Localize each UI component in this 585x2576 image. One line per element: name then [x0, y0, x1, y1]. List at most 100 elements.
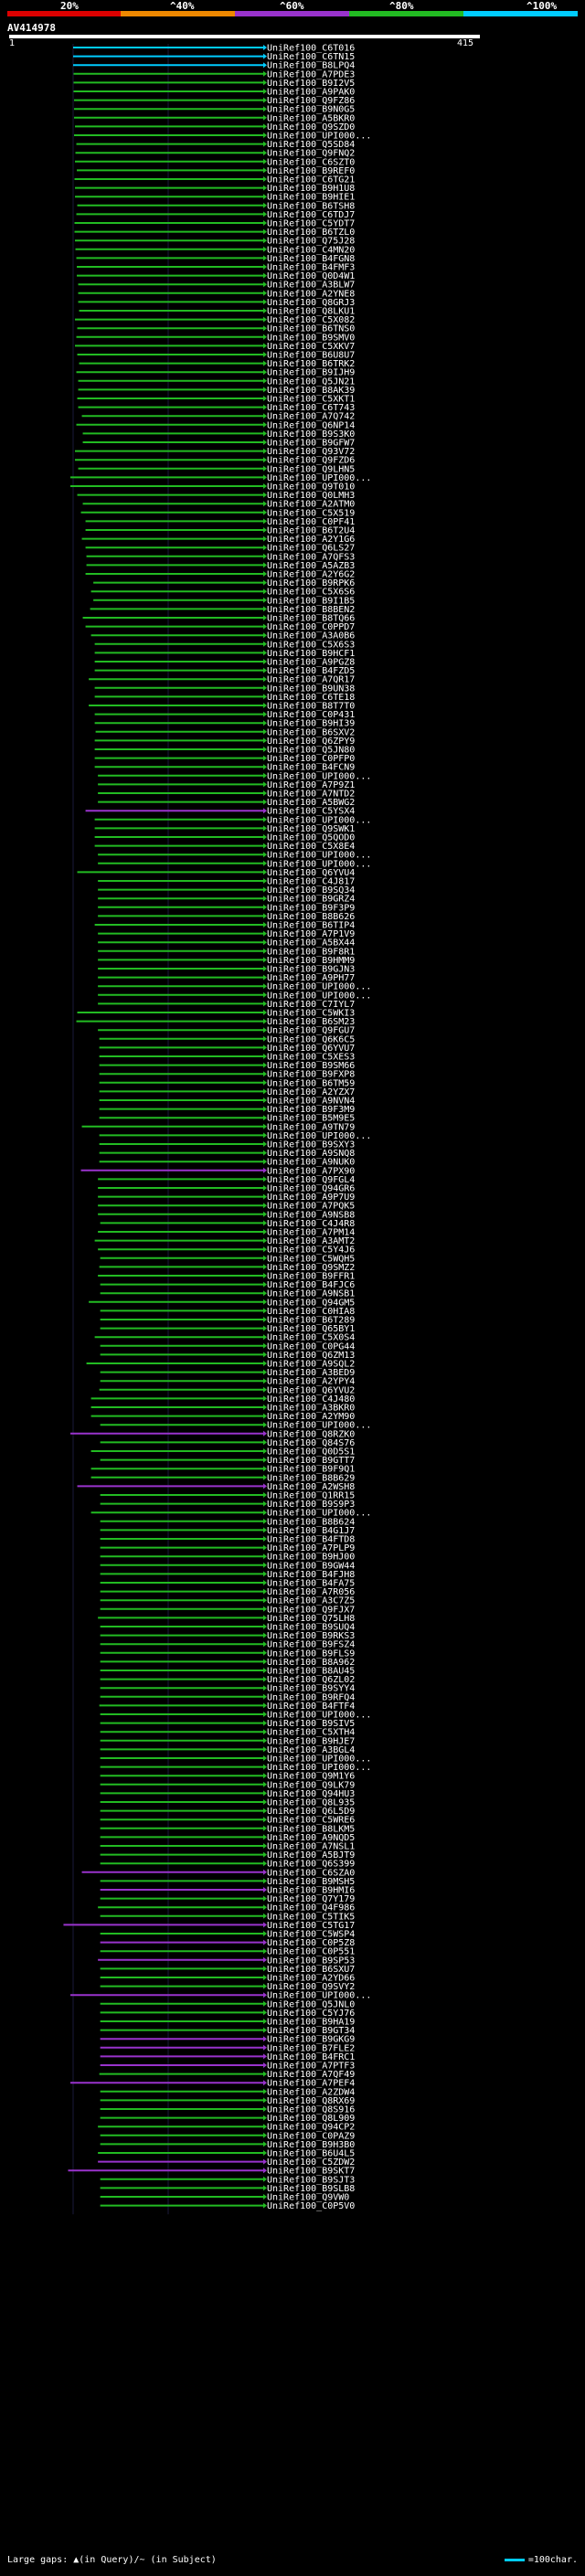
hit-end-arrow [263, 1203, 267, 1209]
hit-label: UniRef100_Q8L909 [267, 2114, 355, 2124]
hit-label: UniRef100_Q9FGU7 [267, 1026, 355, 1036]
hit-label: UniRef100_A9NSB1 [267, 1289, 355, 1299]
hit-label: UniRef100_B9I2V5 [267, 79, 355, 89]
hit-end-arrow [263, 123, 267, 130]
hit-end-arrow [263, 114, 267, 121]
hit-label: UniRef100_A7PQK5 [267, 1202, 355, 1212]
hit-label: UniRef100_B9REF0 [267, 166, 355, 176]
hit-label: UniRef100_B8B624 [267, 1517, 355, 1527]
scale-label-80: ^80% [389, 0, 414, 12]
hit-label: UniRef100_UPI000... [267, 815, 371, 825]
scale-line-icon [504, 2558, 525, 2561]
hit-label: UniRef100_Q93V72 [267, 447, 355, 457]
hit-label: UniRef100_B4FTD8 [267, 1535, 355, 1545]
hit-end-arrow [263, 1492, 267, 1498]
hit-label: UniRef100_UPI000... [267, 991, 371, 1001]
hit-end-arrow [263, 1193, 267, 1200]
hit-label: UniRef100_C5WRE6 [267, 1816, 355, 1826]
hit-end-arrow [263, 553, 267, 559]
hit-label: UniRef100_C5X0S4 [267, 1333, 355, 1343]
hit-label: UniRef100_B8T7T0 [267, 702, 355, 712]
hit-end-arrow [263, 1729, 267, 1735]
hit-label: UniRef100_Q84S76 [267, 1438, 355, 1448]
hit-label: UniRef100_B9I1B5 [267, 596, 355, 606]
hit-label: UniRef100_B9SM66 [267, 1061, 355, 1071]
hit-end-arrow [263, 1054, 267, 1059]
hit-end-arrow [263, 281, 267, 288]
hit-label: UniRef100_B9FXP8 [267, 1070, 355, 1080]
hit-label: UniRef100_A2WSH8 [267, 1482, 355, 1492]
hit-label: UniRef100_A2ATM0 [267, 500, 355, 510]
hit-end-arrow [263, 957, 267, 963]
hit-end-arrow [263, 1483, 267, 1489]
hit-label: UniRef100_A2Y6G2 [267, 570, 355, 580]
hit-label: UniRef100_C5YDT7 [267, 219, 355, 229]
hit-end-arrow [263, 1702, 267, 1709]
hit-end-arrow [263, 2168, 267, 2174]
hit-label: UniRef100_Q9FZ86 [267, 96, 355, 106]
hit-end-arrow [263, 465, 267, 472]
hit-end-arrow [263, 896, 267, 902]
hit-label: UniRef100_Q9FJX7 [267, 1605, 355, 1615]
hit-label: UniRef100_C4MN20 [267, 245, 355, 255]
hit-end-arrow [263, 158, 267, 164]
hit-label: UniRef100_B6SXU7 [267, 1965, 355, 1975]
hit-label: UniRef100_B9HJ00 [267, 1553, 355, 1563]
hit-end-arrow [263, 202, 267, 208]
hit-end-arrow [263, 650, 267, 656]
hit-end-arrow [263, 1229, 267, 1235]
hit-label: UniRef100_B4FJH8 [267, 1570, 355, 1580]
hit-end-arrow [263, 1035, 267, 1042]
hit-end-arrow [263, 316, 267, 323]
hit-end-arrow [263, 1817, 267, 1823]
hit-end-arrow [263, 396, 267, 401]
hit-label: UniRef100_C5XKV7 [267, 342, 355, 352]
hit-label: UniRef100_B9SP53 [267, 1956, 355, 1966]
hit-label: UniRef100_Q8L935 [267, 1798, 355, 1808]
hit-label: UniRef100_C5X519 [267, 508, 355, 518]
hit-end-arrow [263, 948, 267, 954]
scale-label-40: ^40% [170, 0, 195, 12]
hit-label: UniRef100_C5XES3 [267, 1053, 355, 1063]
hit-end-arrow [263, 2185, 267, 2191]
hit-end-arrow [263, 1413, 267, 1419]
hit-end-arrow [263, 255, 267, 261]
scale-label-60: ^60% [280, 0, 304, 12]
hit-end-arrow [263, 527, 267, 533]
hit-label: UniRef100_Q6YVU4 [267, 868, 355, 878]
scale-color-segment [121, 11, 235, 16]
hit-label: UniRef100_B9RPK6 [267, 578, 355, 588]
hit-end-arrow [263, 1010, 267, 1015]
hit-label: UniRef100_Q94HU3 [267, 1789, 355, 1799]
hit-end-arrow [263, 176, 267, 182]
hit-end-arrow [263, 1264, 267, 1270]
hit-label: UniRef100_B6TZL0 [267, 228, 355, 238]
hit-label: UniRef100_C0P5V0 [267, 2201, 355, 2211]
hit-label: UniRef100_C5XTH4 [267, 1728, 355, 1738]
hit-label: UniRef100_A7PEF4 [267, 2079, 355, 2089]
hit-label: UniRef100_B4FMF3 [267, 263, 355, 273]
hit-label: UniRef100_UPI000... [267, 1421, 371, 1431]
hit-end-arrow [263, 1474, 267, 1480]
hit-end-arrow [263, 2019, 267, 2024]
hit-end-arrow [263, 133, 267, 138]
hit-end-arrow [263, 2071, 267, 2077]
hit-label: UniRef100_B8B629 [267, 1473, 355, 1483]
hit-end-arrow [263, 1983, 267, 1989]
hit-end-arrow [263, 2036, 267, 2042]
hit-end-arrow [263, 1562, 267, 1568]
hit-label: UniRef100_C5WKI3 [267, 1009, 355, 1019]
hit-end-arrow [263, 2106, 267, 2112]
hit-label: UniRef100_B9UN38 [267, 684, 355, 694]
hit-end-arrow [263, 2158, 267, 2165]
hit-end-arrow [263, 1720, 267, 1726]
hit-end-arrow [263, 1799, 267, 1805]
hit-label: UniRef100_B9F8R1 [267, 947, 355, 957]
hit-end-arrow [263, 1422, 267, 1428]
query-bar [9, 35, 480, 38]
hit-end-arrow [263, 606, 267, 612]
hit-label: UniRef100_B6U4L5 [267, 2149, 355, 2159]
hit-end-arrow [263, 1097, 267, 1103]
hit-label: UniRef100_Q9FZD6 [267, 456, 355, 466]
hit-end-arrow [263, 404, 267, 410]
